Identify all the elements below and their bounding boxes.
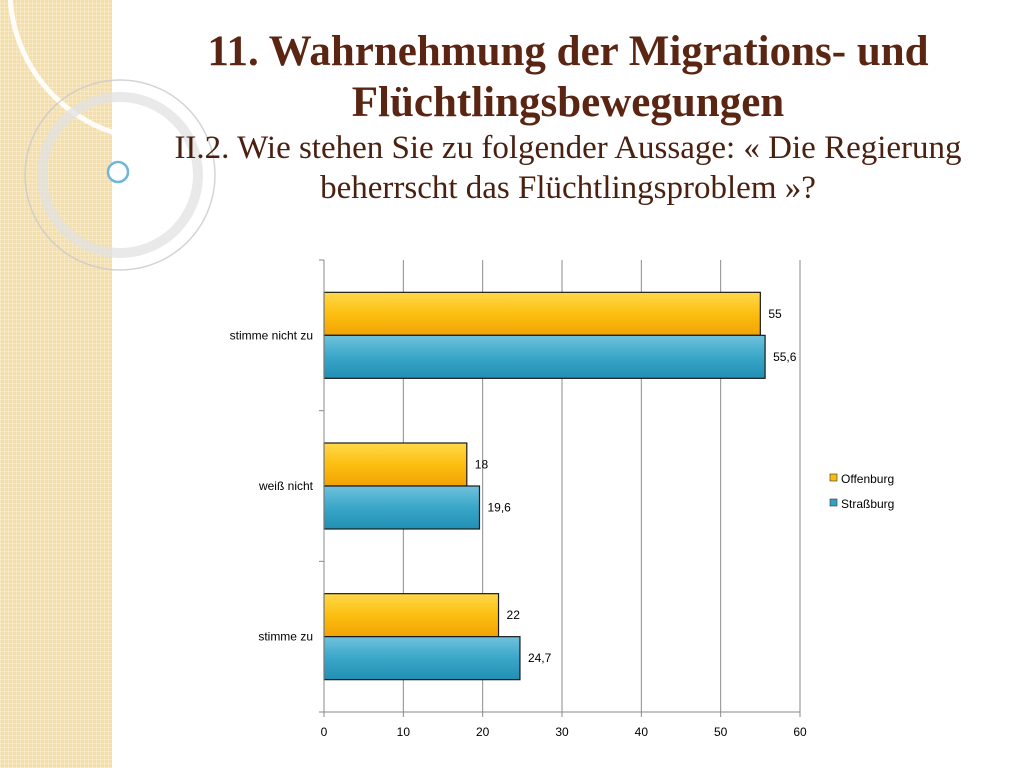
data-label: 55 bbox=[768, 307, 782, 321]
bar-strassburg bbox=[323, 636, 521, 681]
legend-swatch bbox=[829, 473, 838, 482]
x-tick-label: 40 bbox=[635, 725, 649, 739]
x-tick-label: 10 bbox=[397, 725, 411, 739]
x-tick-label: 0 bbox=[321, 725, 328, 739]
subtitle-line-2: beherrscht das Flüchtlingsproblem »? bbox=[320, 170, 816, 206]
labels: 0 10 20 30 40 50 60 stimme nicht zu 55 55,6 weiß n… bbox=[230, 307, 807, 739]
category-label: weiß nicht bbox=[258, 479, 314, 493]
bar-offenburg bbox=[323, 442, 468, 487]
title-line-1: 11. Wahrnehmung der Migrations- und bbox=[207, 28, 929, 75]
category-label: stimme nicht zu bbox=[230, 328, 313, 342]
legend-swatch bbox=[829, 498, 838, 507]
bars bbox=[323, 291, 766, 681]
legend: Offenburg Straßburg bbox=[829, 472, 894, 511]
legend-label: Offenburg bbox=[841, 472, 894, 486]
bar-strassburg bbox=[323, 485, 481, 530]
data-label: 55,6 bbox=[773, 350, 797, 364]
data-label: 24,7 bbox=[528, 651, 552, 665]
data-label: 22 bbox=[507, 608, 521, 622]
x-tick-label: 20 bbox=[476, 725, 490, 739]
x-tick-label: 50 bbox=[714, 725, 728, 739]
bar-offenburg bbox=[323, 593, 500, 638]
slide-title: 11. Wahrnehmung der Migrations- und Flüc… bbox=[112, 26, 1024, 208]
legend-label: Straßburg bbox=[841, 497, 894, 511]
title-line-2: Flüchtlingsbewegungen bbox=[351, 79, 785, 126]
x-tick-label: 30 bbox=[555, 725, 569, 739]
axes bbox=[319, 259, 801, 717]
data-label: 18 bbox=[475, 458, 489, 472]
x-tick-label: 60 bbox=[793, 725, 807, 739]
subtitle-line-1: II.2. Wie stehen Sie zu folgender Aussag… bbox=[174, 130, 962, 166]
category-label: stimme zu bbox=[258, 630, 313, 644]
bar-offenburg bbox=[323, 291, 761, 336]
bar-strassburg bbox=[323, 334, 766, 379]
data-label: 19,6 bbox=[487, 501, 511, 515]
